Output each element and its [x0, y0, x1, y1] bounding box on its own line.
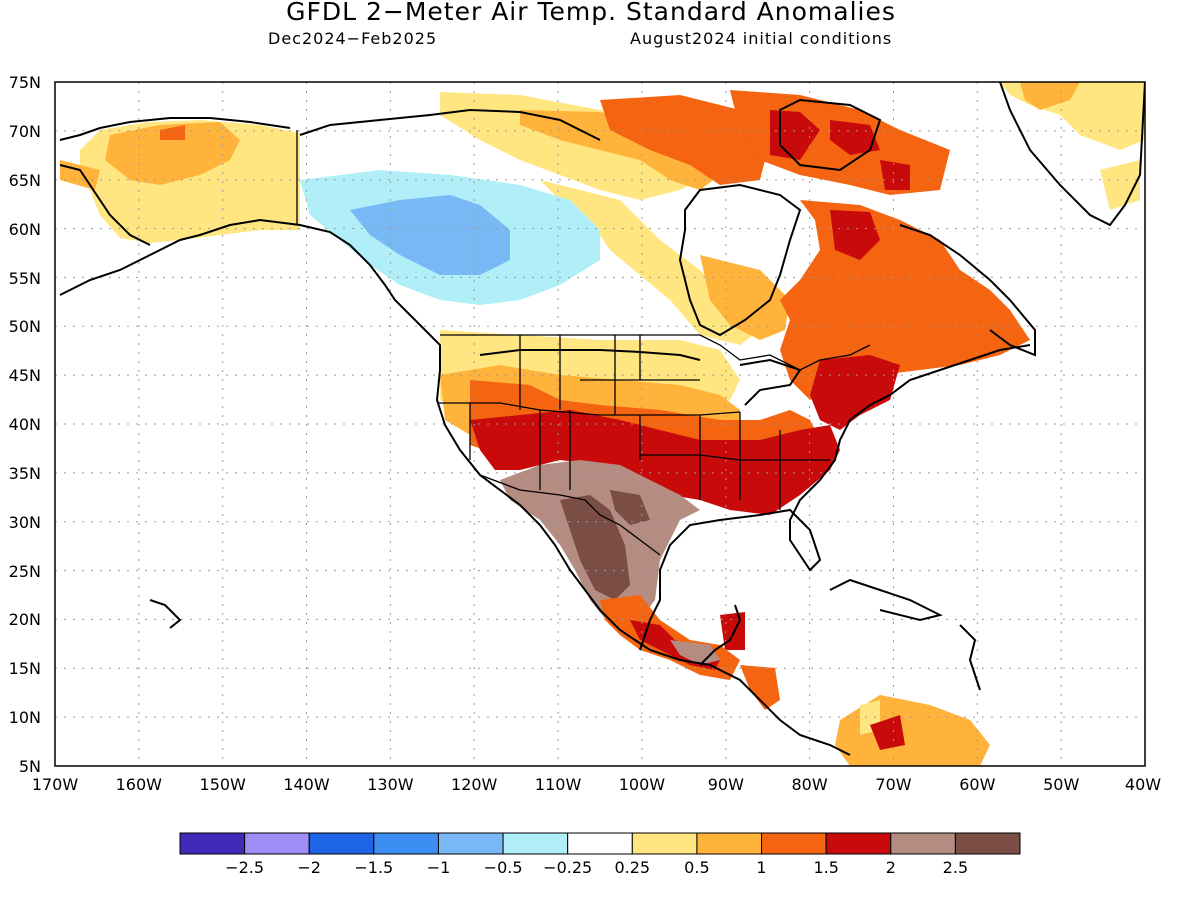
colorbar-label: 1 — [756, 858, 766, 877]
lat-tick: 30N — [9, 513, 41, 532]
colorbar-swatch — [373, 832, 439, 855]
colorbar-swatch — [244, 832, 310, 855]
colorbar-swatch — [825, 832, 892, 855]
lon-tick: 120W — [451, 775, 498, 794]
colorbar-label: 1.5 — [813, 858, 838, 877]
lat-tick: 50N — [9, 317, 41, 336]
colorbar-label: −2.5 — [225, 858, 264, 877]
lat-tick: 45N — [9, 366, 41, 385]
colorbar-label: 2 — [886, 858, 896, 877]
coastlines — [59, 82, 1145, 756]
colorbar: −2.5 −2 −1.5 −1 −0.5 −0.25 0.25 0.5 1 1.… — [179, 832, 1021, 877]
lat-tick: 10N — [9, 708, 41, 727]
lon-tick: 100W — [619, 775, 666, 794]
lat-tick: 60N — [9, 220, 41, 239]
lat-tick: 40N — [9, 415, 41, 434]
colorbar-swatch — [954, 832, 1021, 855]
longitude-ticks: 170W 160W 150W 140W 130W 120W 110W 100W … — [32, 775, 1161, 794]
lon-tick: 80W — [792, 775, 828, 794]
colorbar-swatch — [179, 832, 246, 855]
political-borders — [296, 130, 871, 556]
lon-tick: 40W — [1125, 775, 1161, 794]
lon-tick: 150W — [200, 775, 247, 794]
colorbar-swatch — [567, 832, 633, 855]
map-title: GFDL 2−Meter Air Temp. Standard Anomalie… — [286, 0, 896, 26]
colorbar-swatch — [437, 832, 504, 855]
lat-tick: 65N — [9, 171, 41, 190]
lat-tick: 5N — [19, 757, 41, 776]
lat-tick: 15N — [9, 659, 41, 678]
lat-tick: 25N — [9, 562, 41, 581]
colorbar-label: −0.25 — [543, 858, 592, 877]
anomaly-shading — [60, 82, 1145, 766]
colorbar-label: 0.25 — [614, 858, 650, 877]
initial-conditions: August2024 initial conditions — [630, 29, 893, 48]
lon-tick: 60W — [959, 775, 995, 794]
colorbar-label: −1.5 — [354, 858, 393, 877]
lat-tick: 55N — [9, 269, 41, 288]
latitude-ticks: 5N 10N 15N 20N 25N 30N 35N 40N 45N 50N 5… — [9, 73, 41, 776]
lon-tick: 170W — [32, 775, 79, 794]
colorbar-label: −0.5 — [484, 858, 523, 877]
colorbar-swatch — [890, 832, 956, 855]
colorbar-swatch — [696, 832, 763, 855]
colorbar-label: −1 — [427, 858, 451, 877]
forecast-period: Dec2024−Feb2025 — [268, 29, 438, 48]
plot-frame — [54, 81, 1146, 767]
colorbar-label: −2 — [297, 858, 321, 877]
lat-tick: 20N — [9, 610, 41, 629]
lon-tick: 160W — [116, 775, 163, 794]
colorbar-swatch — [308, 832, 375, 855]
lat-tick: 35N — [9, 464, 41, 483]
colorbar-swatch — [502, 832, 569, 855]
colorbar-label: 2.5 — [943, 858, 968, 877]
lon-tick: 110W — [535, 775, 582, 794]
lon-tick: 50W — [1043, 775, 1079, 794]
lon-tick: 90W — [708, 775, 744, 794]
colorbar-swatch — [631, 832, 698, 855]
lon-tick: 130W — [367, 775, 414, 794]
lon-tick: 70W — [875, 775, 911, 794]
colorbar-swatch — [761, 832, 827, 855]
colorbar-label: 0.5 — [684, 858, 709, 877]
colorbar-frame — [179, 832, 1021, 855]
colorbar-swatches — [179, 832, 1021, 855]
lat-tick: 70N — [9, 122, 41, 141]
graticule — [55, 82, 1145, 766]
lon-tick: 140W — [283, 775, 330, 794]
lat-tick: 75N — [9, 73, 41, 92]
